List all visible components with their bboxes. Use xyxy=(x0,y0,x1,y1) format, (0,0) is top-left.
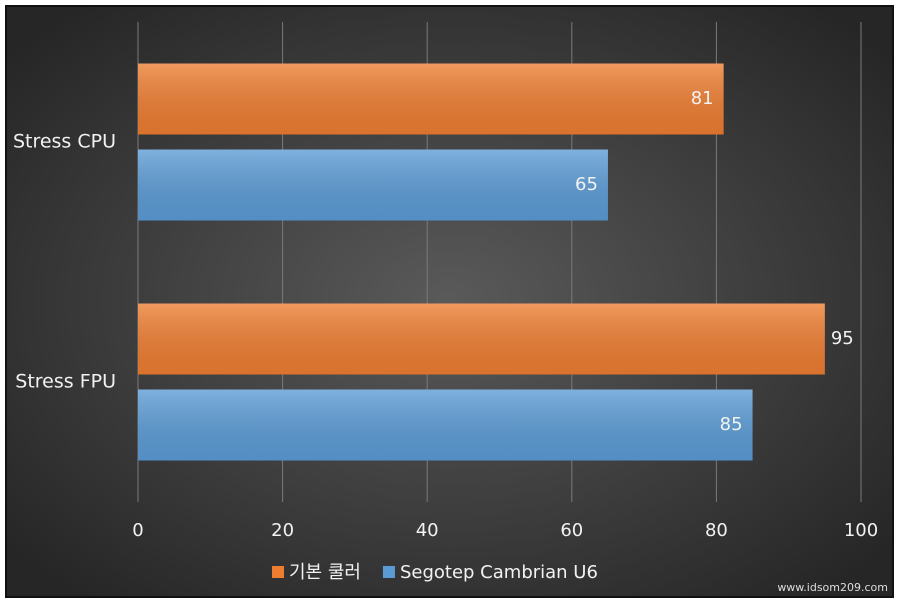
bar-shine xyxy=(138,389,753,461)
x-tick-label: 20 xyxy=(271,520,294,541)
legend-label: 기본 쿨러 xyxy=(289,562,361,583)
x-tick-label: 100 xyxy=(844,520,878,541)
x-tick-label: 60 xyxy=(560,520,583,541)
value-label: 95 xyxy=(831,328,854,349)
y-tick-label: Stress CPU xyxy=(13,131,116,153)
value-label: 85 xyxy=(720,414,743,435)
legend-label: Segotep Cambrian U6 xyxy=(400,562,598,583)
x-tick-label: 80 xyxy=(705,520,728,541)
watermark: www.idsom209.com xyxy=(777,581,888,594)
bar-shine xyxy=(138,149,608,221)
bar-shine xyxy=(138,63,724,135)
x-tick-label: 0 xyxy=(132,520,143,541)
legend-swatch xyxy=(382,566,395,578)
x-tick-label: 40 xyxy=(416,520,439,541)
value-label: 81 xyxy=(691,88,714,109)
value-label: 65 xyxy=(575,174,598,195)
bar-shine xyxy=(138,303,825,375)
legend-swatch xyxy=(272,566,284,578)
y-tick-label: Stress FPU xyxy=(15,371,116,393)
